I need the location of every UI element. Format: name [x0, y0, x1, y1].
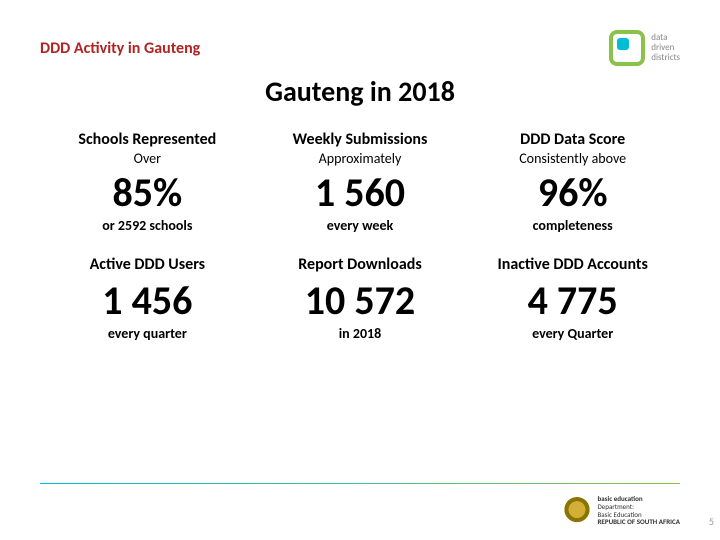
stat-subtitle: Over	[50, 150, 245, 167]
stat-note: completeness	[475, 217, 670, 234]
stat-value: 10 572	[263, 279, 458, 323]
page-number: 5	[709, 515, 714, 528]
stat-note: every week	[263, 217, 458, 234]
stat-title: DDD Data Score	[475, 131, 670, 149]
page-title: Gauteng in 2018	[40, 74, 680, 109]
stat-note: every Quarter	[475, 325, 670, 342]
department-text: basic education Department: Basic Educat…	[597, 495, 680, 526]
stat-subtitle: Approximately	[263, 150, 458, 167]
header: DDD Activity in Gauteng data driven dist…	[40, 30, 680, 66]
logo-icon	[609, 30, 645, 66]
footer-logo: basic education Department: Basic Educat…	[563, 495, 680, 526]
stat-report-downloads: Report Downloads 10 572 in 2018	[263, 256, 458, 341]
footer-divider	[40, 483, 680, 484]
stat-title: Inactive DDD Accounts	[475, 256, 670, 274]
stat-inactive-ddd-accounts: Inactive DDD Accounts 4 775 every Quarte…	[475, 256, 670, 341]
stat-schools-represented: Schools Represented Over 85% or 2592 sch…	[50, 131, 245, 234]
stat-title: Schools Represented	[50, 131, 245, 149]
stat-title: Weekly Submissions	[263, 131, 458, 149]
stat-note: every quarter	[50, 325, 245, 342]
stat-value: 96%	[475, 171, 670, 215]
stat-title: Report Downloads	[263, 256, 458, 274]
stats-grid: Schools Represented Over 85% or 2592 sch…	[40, 131, 680, 342]
stat-note: in 2018	[263, 325, 458, 342]
stat-note: or 2592 schools	[50, 217, 245, 234]
stat-title: Active DDD Users	[50, 256, 245, 274]
logo-text: data driven districts	[651, 33, 680, 63]
stat-value: 4 775	[475, 279, 670, 323]
stat-subtitle: Consistently above	[475, 150, 670, 167]
dept-line: REPUBLIC OF SOUTH AFRICA	[597, 518, 680, 526]
stat-ddd-data-score: DDD Data Score Consistently above 96% co…	[475, 131, 670, 234]
stat-value: 1 456	[50, 279, 245, 323]
stat-active-ddd-users: Active DDD Users 1 456 every quarter	[50, 256, 245, 341]
slide: DDD Activity in Gauteng data driven dist…	[0, 0, 720, 540]
section-title: DDD Activity in Gauteng	[40, 39, 200, 58]
stat-value: 85%	[50, 171, 245, 215]
brand-logo: data driven districts	[609, 30, 680, 66]
stat-value: 1 560	[263, 171, 458, 215]
stat-weekly-submissions: Weekly Submissions Approximately 1 560 e…	[263, 131, 458, 234]
coat-of-arms-icon	[563, 497, 591, 525]
